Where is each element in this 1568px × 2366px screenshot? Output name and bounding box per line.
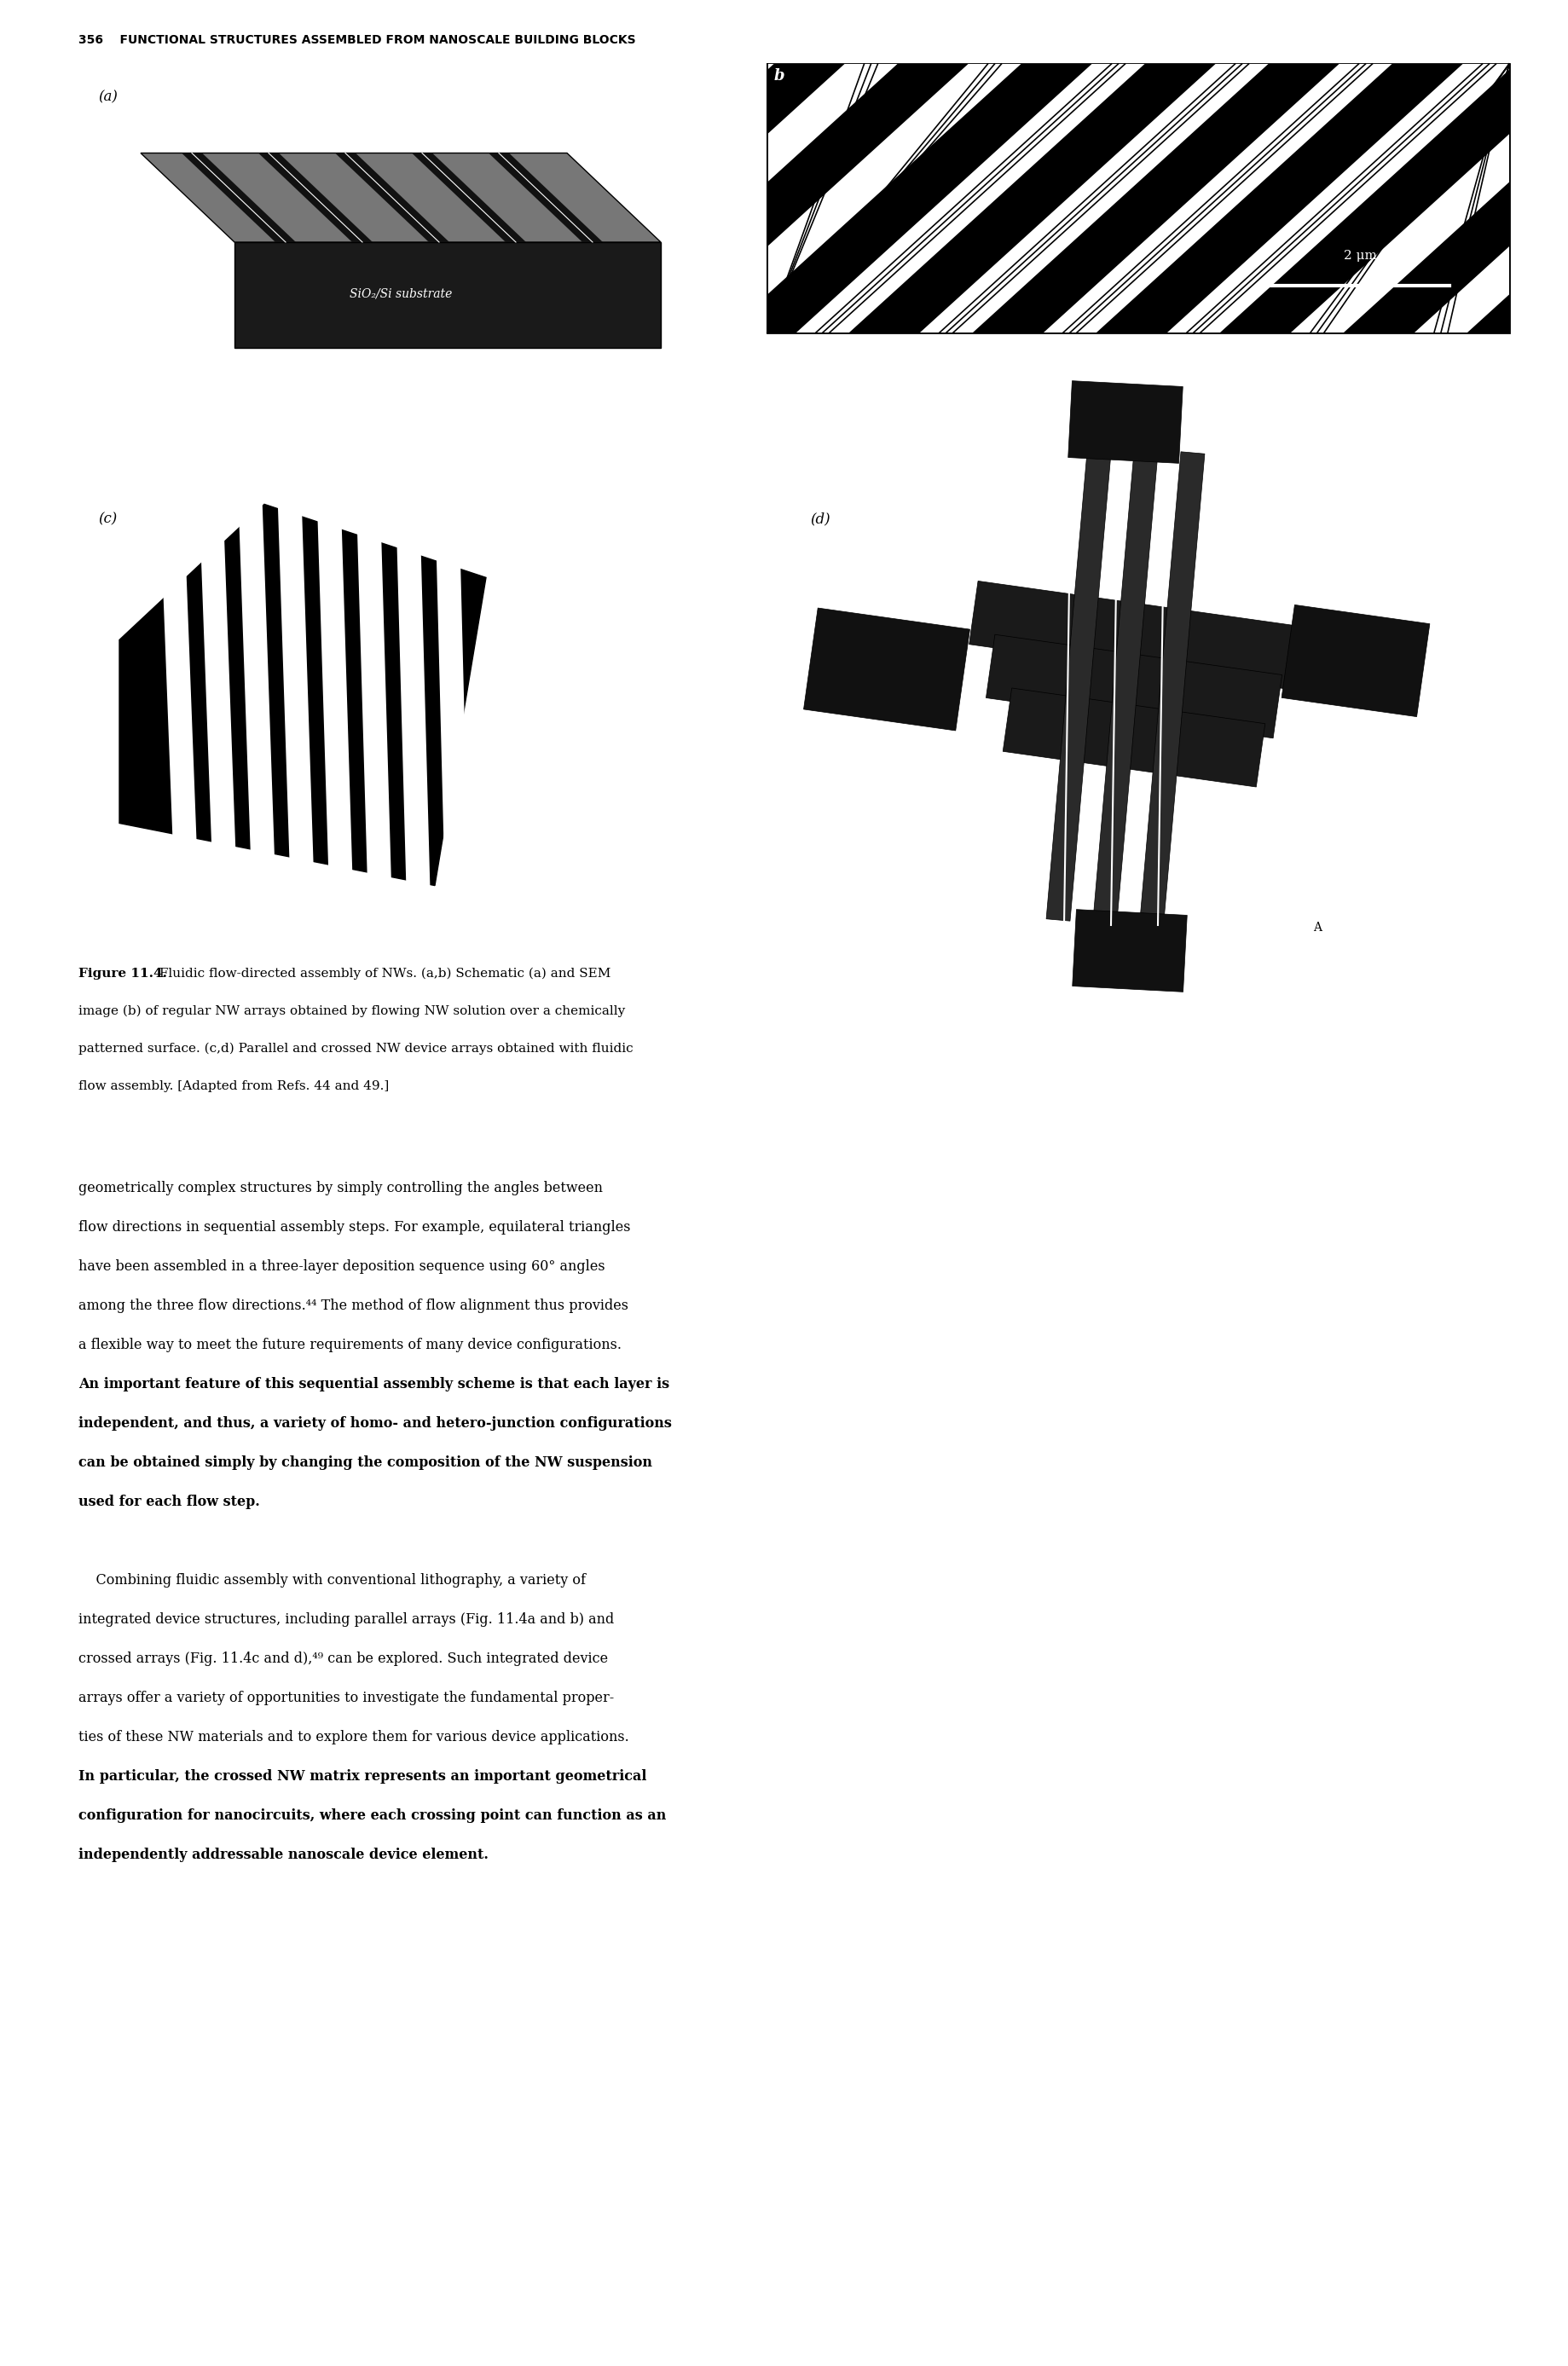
- Text: ties of these NW materials and to explore them for various device applications.: ties of these NW materials and to explor…: [78, 1730, 629, 1744]
- Text: In particular, the crossed NW matrix represents an important geometrical: In particular, the crossed NW matrix rep…: [78, 1770, 646, 1784]
- Polygon shape: [1068, 381, 1182, 464]
- Text: Figure 11.4.: Figure 11.4.: [78, 968, 168, 980]
- Text: Fluidic flow-directed assembly of NWs. (a,b) Schematic (a) and SEM: Fluidic flow-directed assembly of NWs. (…: [155, 968, 610, 980]
- Polygon shape: [434, 492, 469, 897]
- Polygon shape: [1290, 135, 1508, 334]
- Polygon shape: [1046, 452, 1110, 920]
- Text: flow directions in sequential assembly steps. For example, equilateral triangles: flow directions in sequential assembly s…: [78, 1221, 630, 1235]
- Polygon shape: [182, 154, 296, 241]
- Polygon shape: [1002, 689, 1264, 788]
- Polygon shape: [767, 64, 773, 69]
- Polygon shape: [411, 154, 525, 241]
- Text: crossed arrays (Fig. 11.4c and d),⁴⁹ can be explored. Such integrated device: crossed arrays (Fig. 11.4c and d),⁴⁹ can…: [78, 1651, 608, 1666]
- Polygon shape: [238, 492, 276, 897]
- Polygon shape: [119, 504, 486, 885]
- Polygon shape: [1093, 452, 1157, 920]
- Text: b: b: [773, 69, 784, 83]
- Polygon shape: [1167, 64, 1508, 334]
- Polygon shape: [919, 64, 1267, 334]
- Polygon shape: [395, 492, 430, 897]
- Text: patterned surface. (c,d) Parallel and crossed NW device arrays obtained with flu: patterned surface. (c,d) Parallel and cr…: [78, 1043, 633, 1055]
- Text: 356    FUNCTIONAL STRUCTURES ASSEMBLED FROM NANOSCALE BUILDING BLOCKS: 356 FUNCTIONAL STRUCTURES ASSEMBLED FROM…: [78, 33, 635, 45]
- Polygon shape: [767, 64, 1021, 293]
- Polygon shape: [803, 608, 969, 731]
- Polygon shape: [234, 241, 660, 348]
- Text: SiO₂/Si substrate: SiO₂/Si substrate: [350, 289, 452, 300]
- Polygon shape: [160, 492, 199, 897]
- Polygon shape: [1140, 452, 1204, 920]
- Polygon shape: [356, 492, 392, 897]
- Polygon shape: [1073, 909, 1187, 991]
- Polygon shape: [317, 492, 353, 897]
- Text: used for each flow step.: used for each flow step.: [78, 1495, 260, 1510]
- Polygon shape: [488, 154, 602, 241]
- Polygon shape: [1043, 64, 1391, 334]
- Polygon shape: [1414, 246, 1508, 334]
- Polygon shape: [985, 634, 1281, 738]
- Text: can be obtained simply by changing the composition of the NW suspension: can be obtained simply by changing the c…: [78, 1455, 652, 1469]
- Text: integrated device structures, including parallel arrays (Fig. 11.4a and b) and: integrated device structures, including …: [78, 1611, 613, 1628]
- Text: (c): (c): [97, 511, 118, 525]
- Text: 2 μm: 2 μm: [1342, 251, 1375, 263]
- Text: arrays offer a variety of opportunities to investigate the fundamental proper-: arrays offer a variety of opportunities …: [78, 1692, 613, 1706]
- Polygon shape: [1281, 606, 1428, 717]
- Bar: [767, 64, 1508, 334]
- Text: An important feature of this sequential assembly scheme is that each layer is: An important feature of this sequential …: [78, 1377, 670, 1391]
- Text: independently addressable nanoscale device element.: independently addressable nanoscale devi…: [78, 1848, 488, 1862]
- Text: image (b) of regular NW arrays obtained by flowing NW solution over a chemically: image (b) of regular NW arrays obtained …: [78, 1006, 626, 1017]
- Polygon shape: [336, 154, 448, 241]
- Polygon shape: [797, 64, 1145, 334]
- Polygon shape: [141, 154, 660, 241]
- Text: configuration for nanocircuits, where each crossing point can function as an: configuration for nanocircuits, where ea…: [78, 1808, 666, 1822]
- Text: (d): (d): [809, 511, 829, 525]
- Polygon shape: [199, 492, 237, 897]
- Text: have been assembled in a three-layer deposition sequence using 60° angles: have been assembled in a three-layer dep…: [78, 1259, 605, 1273]
- Text: A: A: [1312, 923, 1320, 935]
- Polygon shape: [767, 64, 897, 182]
- Polygon shape: [969, 582, 1298, 689]
- Polygon shape: [259, 154, 373, 241]
- Polygon shape: [278, 492, 314, 897]
- Text: Combining fluidic assembly with conventional lithography, a variety of: Combining fluidic assembly with conventi…: [78, 1573, 585, 1588]
- Text: (a): (a): [97, 90, 118, 104]
- Text: among the three flow directions.⁴⁴ The method of flow alignment thus provides: among the three flow directions.⁴⁴ The m…: [78, 1299, 629, 1313]
- Text: a flexible way to meet the future requirements of many device configurations.: a flexible way to meet the future requir…: [78, 1337, 621, 1353]
- Text: independent, and thus, a variety of homo- and hetero-junction configurations: independent, and thus, a variety of homo…: [78, 1417, 671, 1431]
- Text: flow assembly. [Adapted from Refs. 44 and 49.]: flow assembly. [Adapted from Refs. 44 an…: [78, 1081, 389, 1093]
- Text: geometrically complex structures by simply controlling the angles between: geometrically complex structures by simp…: [78, 1181, 602, 1195]
